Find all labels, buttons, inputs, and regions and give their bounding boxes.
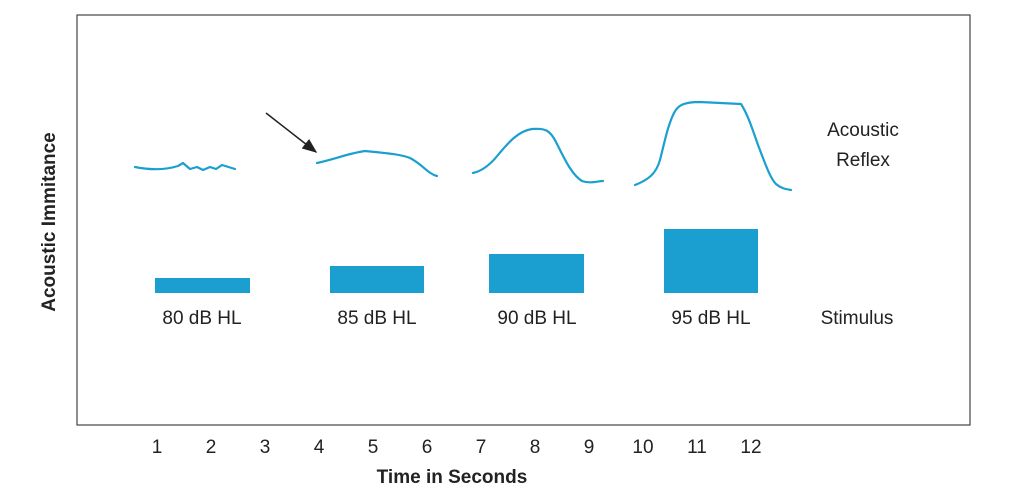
x-tick-label: 1 [152,437,163,458]
stimulus-level: 85 dB HL [337,308,416,329]
x-tick-label: 2 [206,437,217,458]
reflex-label: Acoustic [827,120,899,141]
x-tick-label: 7 [476,437,487,458]
stimulus-bar [155,278,250,293]
stimulus-level: 95 dB HL [671,308,750,329]
x-tick-label: 10 [632,437,653,458]
reflex-curve [315,149,439,178]
x-tick-label: 5 [368,437,379,458]
x-tick-label: 9 [584,437,595,458]
stimulus-label: Stimulus [821,308,894,329]
arrow [265,112,318,153]
frame [76,14,971,426]
stimulus-bar [330,266,424,293]
stimulus-level: 90 dB HL [497,308,576,329]
stimulus-level: 80 dB HL [162,308,241,329]
x-axis-title: Time in Seconds [377,467,528,488]
x-tick-label: 12 [740,437,761,458]
stimulus-bar [489,254,584,293]
x-tick-label: 4 [314,437,325,458]
y-axis-label: Acoustic Immitance [39,132,60,312]
reflex-curve [133,161,237,172]
x-tick-label: 3 [260,437,271,458]
x-tick-label: 11 [687,437,707,458]
reflex-label: Reflex [836,150,890,171]
x-ticks: 1 2 3 4 5 6 7 8 9 10 11 12 [152,437,762,458]
stimulus-bar [664,229,758,293]
x-tick-label: 6 [422,437,433,458]
reflex-curve [471,127,605,184]
reflex-curve [633,100,793,192]
x-tick-label: 8 [530,437,541,458]
